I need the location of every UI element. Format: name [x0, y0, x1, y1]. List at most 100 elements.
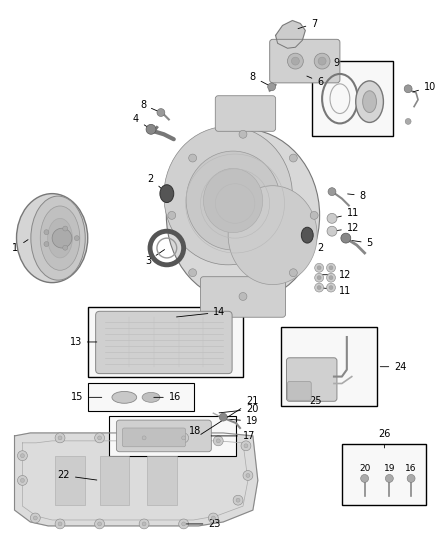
Circle shape	[44, 241, 49, 247]
Text: 9: 9	[334, 58, 340, 68]
Circle shape	[63, 226, 68, 231]
Circle shape	[208, 513, 218, 523]
Bar	[55, 456, 85, 505]
Text: 11: 11	[322, 286, 351, 295]
Circle shape	[341, 233, 351, 243]
Circle shape	[55, 433, 65, 443]
Circle shape	[317, 276, 321, 280]
Circle shape	[212, 516, 215, 520]
Circle shape	[142, 522, 146, 526]
Text: 3: 3	[145, 249, 165, 266]
Bar	[99, 456, 129, 505]
Circle shape	[216, 439, 220, 443]
Circle shape	[385, 474, 393, 482]
Circle shape	[33, 516, 37, 520]
Circle shape	[314, 263, 324, 272]
FancyBboxPatch shape	[201, 277, 286, 317]
Ellipse shape	[363, 91, 377, 112]
Circle shape	[52, 228, 72, 248]
Circle shape	[182, 436, 186, 440]
Circle shape	[317, 286, 321, 289]
Circle shape	[44, 230, 49, 235]
Circle shape	[18, 451, 28, 461]
Text: 20: 20	[219, 404, 258, 414]
Bar	[88, 308, 243, 377]
FancyBboxPatch shape	[95, 311, 232, 374]
Circle shape	[327, 263, 336, 272]
FancyBboxPatch shape	[215, 96, 276, 131]
Text: 16: 16	[405, 464, 417, 473]
Text: 20: 20	[359, 464, 370, 473]
Circle shape	[139, 433, 149, 443]
Bar	[342, 444, 426, 505]
Circle shape	[290, 269, 297, 277]
Circle shape	[310, 212, 318, 220]
Bar	[88, 384, 194, 411]
Circle shape	[329, 286, 333, 289]
Circle shape	[314, 53, 330, 69]
Ellipse shape	[301, 227, 313, 243]
Ellipse shape	[142, 392, 160, 402]
FancyBboxPatch shape	[122, 428, 186, 447]
Circle shape	[21, 454, 25, 458]
Circle shape	[291, 57, 299, 65]
FancyBboxPatch shape	[287, 382, 311, 400]
Circle shape	[95, 433, 105, 443]
Ellipse shape	[112, 391, 137, 403]
Circle shape	[243, 471, 253, 480]
Polygon shape	[276, 21, 305, 49]
Circle shape	[246, 473, 250, 478]
Bar	[110, 416, 236, 456]
Circle shape	[239, 293, 247, 301]
Circle shape	[146, 124, 156, 134]
Circle shape	[404, 85, 412, 93]
Circle shape	[241, 441, 251, 451]
Text: 22: 22	[57, 471, 97, 480]
Circle shape	[314, 273, 324, 282]
Ellipse shape	[48, 219, 72, 258]
Circle shape	[287, 53, 303, 69]
Ellipse shape	[356, 81, 383, 123]
Text: 5: 5	[352, 238, 373, 248]
Bar	[312, 61, 393, 136]
Circle shape	[328, 188, 336, 196]
Circle shape	[219, 413, 227, 421]
Circle shape	[233, 495, 243, 505]
Text: 12: 12	[322, 270, 351, 280]
Text: 10: 10	[413, 82, 436, 92]
Polygon shape	[14, 433, 258, 526]
Circle shape	[360, 474, 369, 482]
FancyBboxPatch shape	[286, 358, 337, 401]
Circle shape	[327, 283, 336, 292]
Text: 6: 6	[307, 76, 323, 87]
Text: 26: 26	[378, 429, 391, 448]
Circle shape	[55, 519, 65, 529]
Circle shape	[318, 57, 326, 65]
Ellipse shape	[203, 168, 263, 233]
Bar	[147, 456, 177, 505]
Ellipse shape	[31, 196, 85, 280]
Circle shape	[327, 273, 336, 282]
FancyBboxPatch shape	[117, 420, 212, 452]
Circle shape	[244, 444, 248, 448]
Circle shape	[157, 109, 165, 117]
Circle shape	[189, 269, 197, 277]
Circle shape	[189, 154, 197, 162]
Circle shape	[58, 436, 62, 440]
Circle shape	[314, 283, 324, 292]
Text: 21: 21	[201, 397, 258, 434]
Ellipse shape	[160, 185, 174, 203]
Circle shape	[139, 519, 149, 529]
Circle shape	[98, 436, 102, 440]
Ellipse shape	[164, 126, 293, 265]
Circle shape	[329, 276, 333, 280]
Text: 8: 8	[140, 100, 159, 111]
Ellipse shape	[186, 151, 280, 250]
Text: 4: 4	[133, 115, 152, 130]
Text: 7: 7	[298, 19, 318, 29]
Circle shape	[18, 475, 28, 486]
Circle shape	[182, 522, 186, 526]
Text: 19: 19	[384, 464, 395, 473]
Text: 25: 25	[309, 397, 321, 406]
Circle shape	[407, 474, 415, 482]
